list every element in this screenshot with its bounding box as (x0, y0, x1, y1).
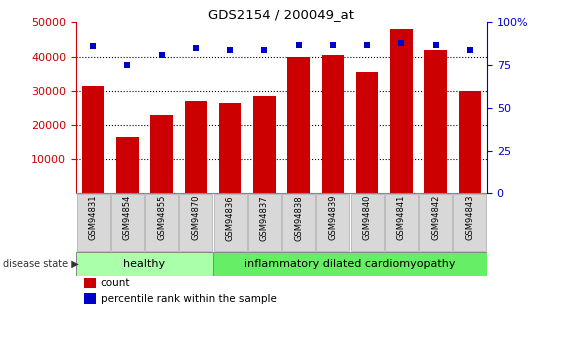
Point (363, 42, 372, 47)
Text: count: count (101, 278, 130, 288)
Text: percentile rank within the sample: percentile rank within the sample (101, 294, 276, 304)
FancyBboxPatch shape (180, 194, 212, 251)
Bar (116, 137, 138, 193)
Text: healthy: healthy (123, 259, 166, 269)
Bar (288, 57, 310, 193)
Point (191, 45, 200, 51)
FancyBboxPatch shape (385, 194, 418, 251)
Text: GSM94843: GSM94843 (466, 195, 475, 240)
Bar (459, 91, 481, 193)
FancyBboxPatch shape (453, 194, 486, 251)
Bar (76, 252, 213, 276)
Point (88, 43, 97, 49)
FancyBboxPatch shape (316, 194, 349, 251)
Point (157, 52, 166, 58)
Bar (213, 252, 487, 276)
Text: GSM94842: GSM94842 (431, 195, 440, 240)
Point (431, 42, 440, 47)
Text: disease state ▶: disease state ▶ (3, 259, 79, 269)
Point (260, 47, 269, 52)
FancyBboxPatch shape (351, 194, 383, 251)
Point (466, 47, 475, 52)
Text: GSM94836: GSM94836 (226, 195, 235, 240)
FancyBboxPatch shape (419, 194, 452, 251)
Text: GSM94870: GSM94870 (191, 195, 200, 240)
Text: inflammatory dilated cardiomyopathy: inflammatory dilated cardiomyopathy (244, 259, 455, 269)
Bar (356, 72, 378, 193)
Bar (253, 96, 275, 193)
Bar (219, 103, 242, 193)
Point (397, 40, 406, 46)
Point (328, 42, 337, 47)
Point (294, 42, 303, 47)
Bar (425, 50, 447, 193)
Text: GSM94841: GSM94841 (397, 195, 406, 240)
Bar (82, 86, 104, 193)
Text: GSM94854: GSM94854 (123, 195, 132, 240)
FancyBboxPatch shape (282, 194, 315, 251)
Title: GDS2154 / 200049_at: GDS2154 / 200049_at (208, 8, 355, 21)
Bar (84, 277, 96, 288)
Text: GSM94839: GSM94839 (328, 195, 337, 240)
Bar (390, 29, 413, 193)
Text: GSM94831: GSM94831 (88, 195, 97, 240)
Bar (84, 293, 96, 304)
Text: GSM94855: GSM94855 (157, 195, 166, 240)
FancyBboxPatch shape (145, 194, 178, 251)
Text: GSM94838: GSM94838 (294, 195, 303, 240)
FancyBboxPatch shape (214, 194, 247, 251)
Point (226, 47, 235, 52)
Point (123, 62, 132, 68)
Bar (185, 101, 207, 193)
FancyBboxPatch shape (248, 194, 281, 251)
FancyBboxPatch shape (111, 194, 144, 251)
Bar (321, 55, 344, 193)
FancyBboxPatch shape (77, 194, 110, 251)
Bar (150, 115, 173, 193)
Text: GSM94837: GSM94837 (260, 195, 269, 240)
Text: GSM94840: GSM94840 (363, 195, 372, 240)
